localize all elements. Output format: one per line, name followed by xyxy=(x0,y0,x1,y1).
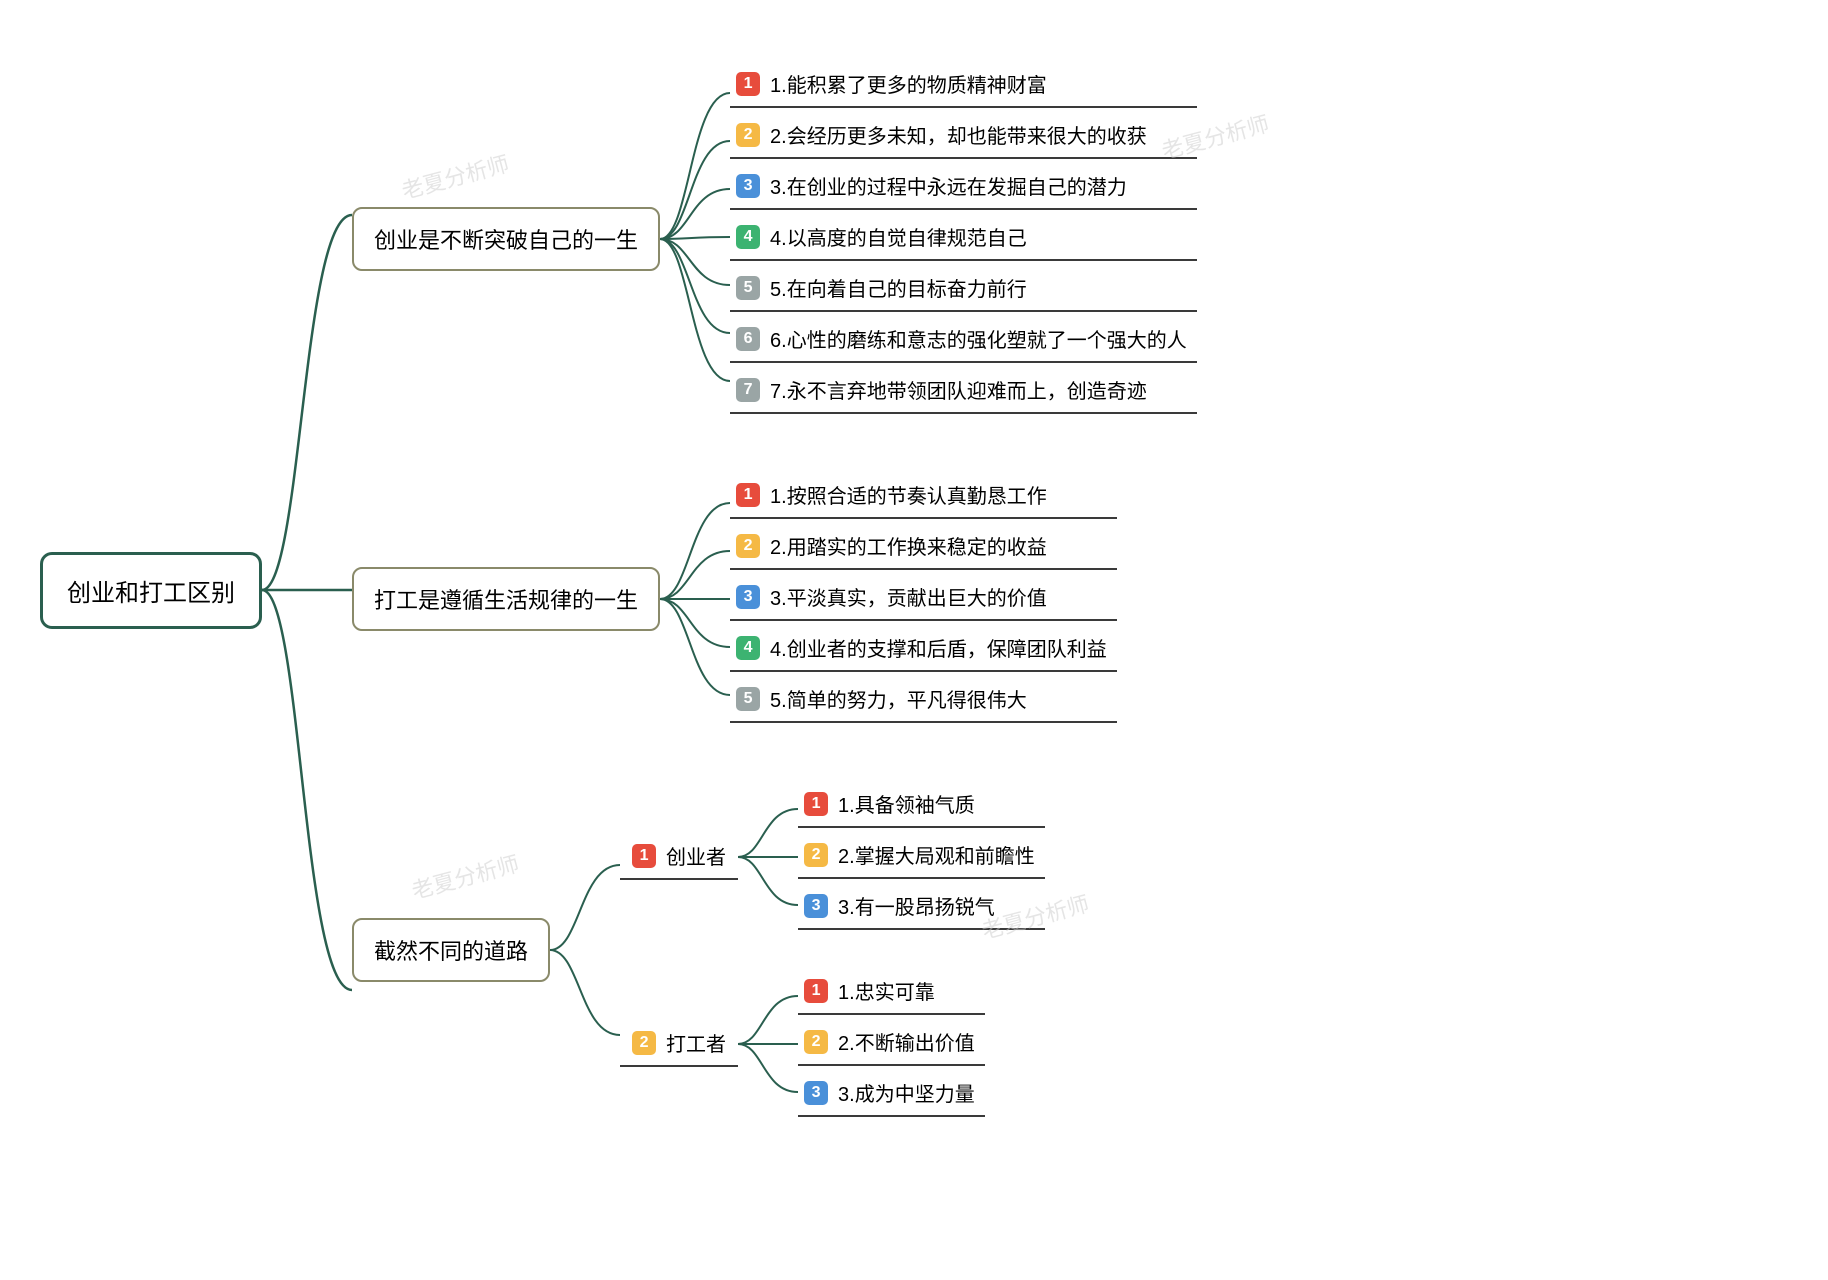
leaf: 1 1.按照合适的节奏认真勤恳工作 xyxy=(730,474,1117,519)
badge-icon: 2 xyxy=(632,1031,656,1055)
leaf: 3 3.成为中坚力量 xyxy=(798,1072,985,1117)
mid-label: 创业者 xyxy=(666,841,726,870)
leaf: 7 7.永不言弃地带领团队迎难而上，创造奇迹 xyxy=(730,369,1197,414)
leaf: 2 2.用踏实的工作换来稳定的收益 xyxy=(730,525,1117,570)
badge-icon: 1 xyxy=(804,792,828,816)
mid-1: 1 创业者 1 1.具备领袖气质 2 2.掌握大局观和前瞻性 3 3.有一股昂扬锐气 xyxy=(620,783,1045,930)
connector-b2 xyxy=(660,479,730,719)
leaf: 1 1.忠实可靠 xyxy=(798,970,985,1015)
leaf-text: 3.有一股昂扬锐气 xyxy=(838,891,995,920)
leaf: 2 2.会经历更多未知，却也能带来很大的收获 xyxy=(730,114,1197,159)
mid-2-leaves: 1 1.忠实可靠 2 2.不断输出价值 3 3.成为中坚力量 xyxy=(798,970,985,1117)
leaf: 4 4.以高度的自觉自律规范自己 xyxy=(730,216,1197,261)
badge-icon: 3 xyxy=(804,1081,828,1105)
mid-1-node: 1 创业者 xyxy=(620,833,738,880)
badge-icon: 7 xyxy=(736,378,760,402)
leaf-text: 6.心性的磨练和意志的强化塑就了一个强大的人 xyxy=(770,324,1187,353)
leaf-text: 2.会经历更多未知，却也能带来很大的收获 xyxy=(770,120,1147,149)
leaf: 3 3.平淡真实，贡献出巨大的价值 xyxy=(730,576,1117,621)
mid-2: 2 打工者 1 1.忠实可靠 2 2.不断输出价值 3 3.成为中坚力量 xyxy=(620,970,1045,1117)
leaf-text: 3.在创业的过程中永远在发掘自己的潜力 xyxy=(770,171,1127,200)
leaf-text: 1.按照合适的节奏认真勤恳工作 xyxy=(770,480,1047,509)
branch-2-leaves: 1 1.按照合适的节奏认真勤恳工作 2 2.用踏实的工作换来稳定的收益 3 3.平淡真… xyxy=(730,474,1117,723)
badge-icon: 3 xyxy=(736,585,760,609)
branch-3-mids: 1 创业者 1 1.具备领袖气质 2 2.掌握大局观和前瞻性 3 3.有一股昂扬锐气 xyxy=(620,783,1045,1117)
leaf-text: 7.永不言弃地带领团队迎难而上，创造奇迹 xyxy=(770,375,1147,404)
leaf-text: 3.平淡真实，贡献出巨大的价值 xyxy=(770,582,1047,611)
badge-icon: 5 xyxy=(736,687,760,711)
leaf-text: 2.掌握大局观和前瞻性 xyxy=(838,840,1035,869)
connector-m1 xyxy=(738,787,798,927)
leaf: 2 2.掌握大局观和前瞻性 xyxy=(798,834,1045,879)
leaf-text: 5.在向着自己的目标奋力前行 xyxy=(770,273,1027,302)
badge-icon: 1 xyxy=(632,844,656,868)
leaf-text: 3.成为中坚力量 xyxy=(838,1078,975,1107)
leaf: 5 5.在向着自己的目标奋力前行 xyxy=(730,267,1197,312)
leaf: 1 1.具备领袖气质 xyxy=(798,783,1045,828)
badge-icon: 3 xyxy=(804,894,828,918)
leaf-text: 4.以高度的自觉自律规范自己 xyxy=(770,222,1027,251)
badge-icon: 1 xyxy=(736,72,760,96)
badge-icon: 1 xyxy=(804,979,828,1003)
badge-icon: 2 xyxy=(736,123,760,147)
leaf-text: 1.忠实可靠 xyxy=(838,976,935,1005)
connector-b1 xyxy=(660,69,730,409)
leaf-text: 1.能积累了更多的物质精神财富 xyxy=(770,69,1047,98)
leaf-text: 1.具备领袖气质 xyxy=(838,789,975,818)
badge-icon: 2 xyxy=(804,843,828,867)
leaf-text: 2.不断输出价值 xyxy=(838,1027,975,1056)
badge-icon: 3 xyxy=(736,174,760,198)
branch-2: 打工是遵循生活规律的一生 1 1.按照合适的节奏认真勤恳工作 2 2.用踏实的工作换… xyxy=(352,474,1197,723)
leaf-text: 2.用踏实的工作换来稳定的收益 xyxy=(770,531,1047,560)
mid-label: 打工者 xyxy=(666,1028,726,1057)
badge-icon: 1 xyxy=(736,483,760,507)
badge-icon: 5 xyxy=(736,276,760,300)
leaf-text: 4.创业者的支撑和后盾，保障团队利益 xyxy=(770,633,1107,662)
branch-1-leaves: 1 1.能积累了更多的物质精神财富 2 2.会经历更多未知，却也能带来很大的收获 3… xyxy=(730,63,1197,414)
badge-icon: 2 xyxy=(736,534,760,558)
mindmap: 老夏分析师 老夏分析师 老夏分析师 老夏分析师 创业和打工区别 创业是不断突破自… xyxy=(40,40,1788,1140)
leaf: 3 3.在创业的过程中永远在发掘自己的潜力 xyxy=(730,165,1197,210)
leaf: 6 6.心性的磨练和意志的强化塑就了一个强大的人 xyxy=(730,318,1197,363)
branch-3: 截然不同的道路 1 创业者 xyxy=(352,783,1197,1117)
leaf: 3 3.有一股昂扬锐气 xyxy=(798,885,1045,930)
connector-b3 xyxy=(550,790,620,1110)
mid-1-leaves: 1 1.具备领袖气质 2 2.掌握大局观和前瞻性 3 3.有一股昂扬锐气 xyxy=(798,783,1045,930)
badge-icon: 4 xyxy=(736,636,760,660)
mid-2-node: 2 打工者 xyxy=(620,1020,738,1067)
branch-3-node: 截然不同的道路 xyxy=(352,918,550,982)
leaf: 1 1.能积累了更多的物质精神财富 xyxy=(730,63,1197,108)
badge-icon: 6 xyxy=(736,327,760,351)
badge-icon: 4 xyxy=(736,225,760,249)
branch-2-node: 打工是遵循生活规律的一生 xyxy=(352,567,660,631)
leaf: 2 2.不断输出价值 xyxy=(798,1021,985,1066)
root-node: 创业和打工区别 xyxy=(40,552,262,629)
branch-1-node: 创业是不断突破自己的一生 xyxy=(352,207,660,271)
badge-icon: 2 xyxy=(804,1030,828,1054)
branch-column: 创业是不断突破自己的一生 1 1.能积累了更多的物质精神财富 2 2.会经历更多未知… xyxy=(352,63,1197,1117)
branch-1: 创业是不断突破自己的一生 1 1.能积累了更多的物质精神财富 2 2.会经历更多未知… xyxy=(352,63,1197,414)
connector-root xyxy=(262,40,352,1140)
leaf: 4 4.创业者的支撑和后盾，保障团队利益 xyxy=(730,627,1117,672)
leaf: 5 5.简单的努力，平凡得很伟大 xyxy=(730,678,1117,723)
leaf-text: 5.简单的努力，平凡得很伟大 xyxy=(770,684,1027,713)
connector-m2 xyxy=(738,974,798,1114)
